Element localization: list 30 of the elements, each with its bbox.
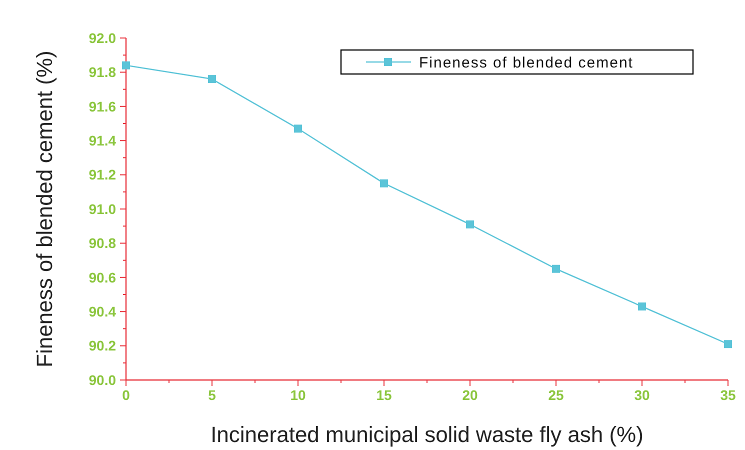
y-tick-label: 91.0 xyxy=(88,200,116,217)
x-tick-label: 15 xyxy=(376,387,392,403)
point xyxy=(552,264,560,273)
y-tick-label: 90.2 xyxy=(88,338,116,354)
y-tick-label: 90.4 xyxy=(88,304,116,320)
x-tick-label: 30 xyxy=(634,387,650,403)
legend-label: Fineness of blended cement xyxy=(419,54,634,72)
point xyxy=(122,61,130,70)
y-axis-title: Fineness of blended cement (%) xyxy=(32,50,57,368)
y-tick-label: 90.0 xyxy=(88,372,116,388)
y-tick-label: 90.6 xyxy=(88,269,116,286)
x-tick-label: 0 xyxy=(122,387,130,403)
x-tick-label: 20 xyxy=(462,387,478,403)
point xyxy=(294,124,302,133)
x-tick-label: 5 xyxy=(208,387,216,403)
x-tick-label: 10 xyxy=(290,387,306,403)
point xyxy=(724,340,732,348)
x-axis-title: Incinerated municipal solid waste fly ash (%) xyxy=(210,422,644,447)
y-tick-label: 91.6 xyxy=(88,98,116,114)
point xyxy=(466,220,474,228)
x-tick-label: 35 xyxy=(720,387,736,403)
x-tick-label: 25 xyxy=(548,387,564,403)
y-tick-label: 91.4 xyxy=(88,132,116,148)
point xyxy=(380,179,388,188)
y-tick-label: 92.0 xyxy=(88,30,116,46)
y-tick-label: 91.2 xyxy=(88,166,116,183)
y-tick-label: 91.8 xyxy=(88,64,116,80)
point xyxy=(638,302,646,310)
point xyxy=(208,75,216,84)
y-tick-label: 90.8 xyxy=(88,235,116,252)
